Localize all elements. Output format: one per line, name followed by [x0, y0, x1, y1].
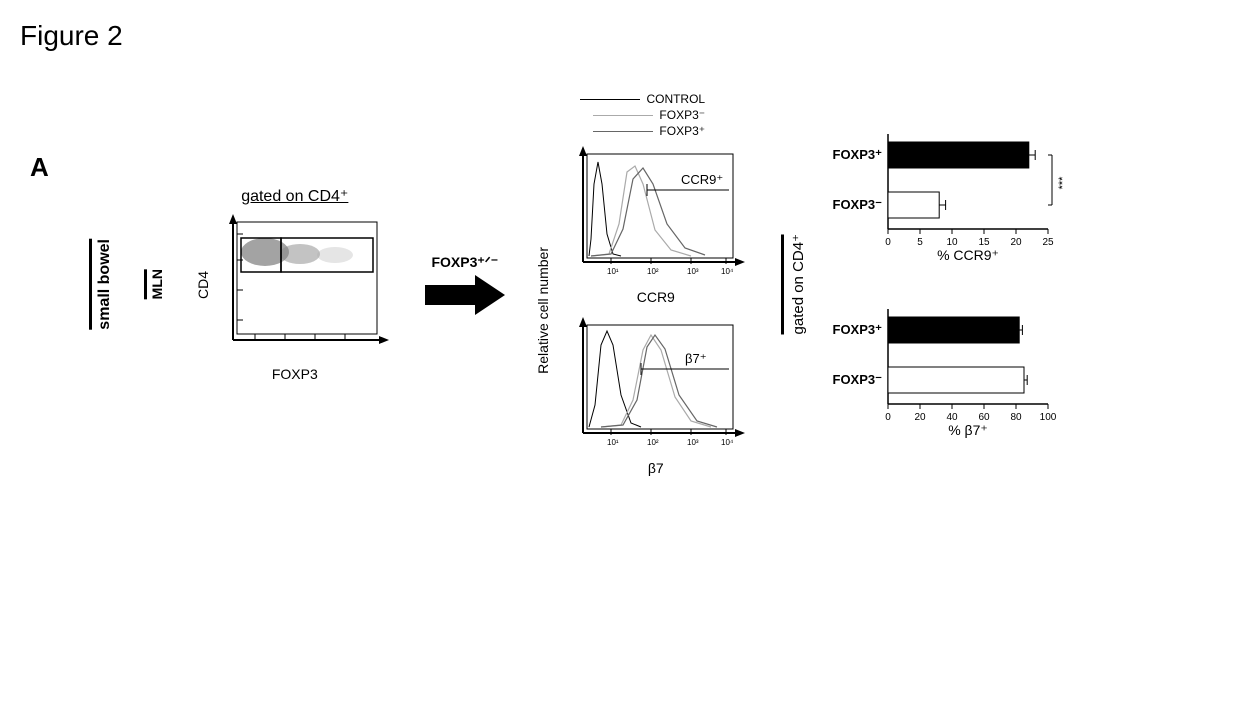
bars-gated-label: gated on CD4⁺	[781, 234, 808, 334]
bar-chart-ccr9: 0510152025FOXP3⁺FOXP3⁻***% CCR9⁺	[818, 124, 1068, 269]
side-label-inner: MLN	[144, 269, 165, 299]
legend-foxp3-neg: FOXP3⁻	[659, 108, 705, 122]
side-label-outer: small bowel	[89, 239, 114, 330]
svg-text:80: 80	[1010, 412, 1022, 423]
svg-text:25: 25	[1042, 237, 1054, 248]
svg-text:100: 100	[1039, 412, 1056, 423]
histogram-b7: β7⁺ 10¹ 10² 10³ 10⁴ β7	[561, 315, 751, 476]
b7-gate-label: β7⁺	[685, 351, 707, 366]
svg-text:0: 0	[885, 237, 891, 248]
svg-text:10²: 10²	[647, 438, 659, 447]
svg-text:10¹: 10¹	[607, 438, 619, 447]
arrow-icon	[425, 275, 505, 315]
gated-top-label: gated on CD4⁺	[241, 186, 348, 206]
panel-a-label: A	[30, 152, 49, 183]
svg-text:***: ***	[1057, 176, 1068, 190]
svg-text:10¹: 10¹	[607, 267, 619, 276]
histogram-legend: CONTROL FOXP3⁻ FOXP3⁺	[580, 92, 705, 138]
svg-text:% CCR9⁺: % CCR9⁺	[937, 247, 999, 263]
bars-column: gated on CD4⁺ 0510152025FOXP3⁺FOXP3⁻***%…	[781, 124, 1068, 444]
svg-text:0: 0	[885, 412, 891, 423]
panel-a-row: A small bowel MLN gated on CD4⁺ CD4	[30, 92, 1220, 476]
svg-text:FOXP3⁺: FOXP3⁺	[832, 322, 882, 337]
arrow-block: FOXP3⁺ᐟ⁻	[425, 254, 505, 315]
histogram-column: CONTROL FOXP3⁻ FOXP3⁺ Relative cell numb…	[535, 92, 751, 476]
svg-text:FOXP3⁻: FOXP3⁻	[832, 197, 882, 212]
histogram-ccr9: CCR9⁺ 10¹ 10² 10³ 10⁴ CCR9	[561, 144, 751, 305]
svg-text:10³: 10³	[687, 267, 699, 276]
scatter-y-label: CD4	[195, 271, 211, 299]
arrow-label: FOXP3⁺ᐟ⁻	[431, 254, 498, 271]
svg-text:FOXP3⁺: FOXP3⁺	[832, 147, 882, 162]
scatter-block: gated on CD4⁺ CD4	[195, 186, 395, 382]
svg-text:20: 20	[914, 412, 926, 423]
legend-control: CONTROL	[646, 92, 705, 106]
svg-text:10²: 10²	[647, 267, 659, 276]
b7-x-label: β7	[561, 460, 751, 476]
svg-text:10⁴: 10⁴	[721, 267, 734, 276]
legend-foxp3-pos: FOXP3⁺	[659, 124, 705, 138]
svg-text:% β7⁺: % β7⁺	[948, 422, 988, 438]
ccr9-gate-label: CCR9⁺	[681, 172, 723, 187]
rel-cell-label: Relative cell number	[535, 247, 551, 374]
svg-text:10³: 10³	[687, 438, 699, 447]
scatter-x-label: FOXP3	[272, 366, 318, 382]
ccr9-x-label: CCR9	[561, 289, 751, 305]
svg-text:10⁴: 10⁴	[721, 438, 734, 447]
svg-text:20: 20	[1010, 237, 1022, 248]
bar-chart-b7: 020406080100FOXP3⁺FOXP3⁻% β7⁺	[818, 299, 1068, 444]
svg-text:5: 5	[917, 237, 923, 248]
svg-text:FOXP3⁻: FOXP3⁻	[832, 372, 882, 387]
scatter-plot	[215, 210, 395, 360]
figure-title: Figure 2	[20, 20, 1220, 52]
